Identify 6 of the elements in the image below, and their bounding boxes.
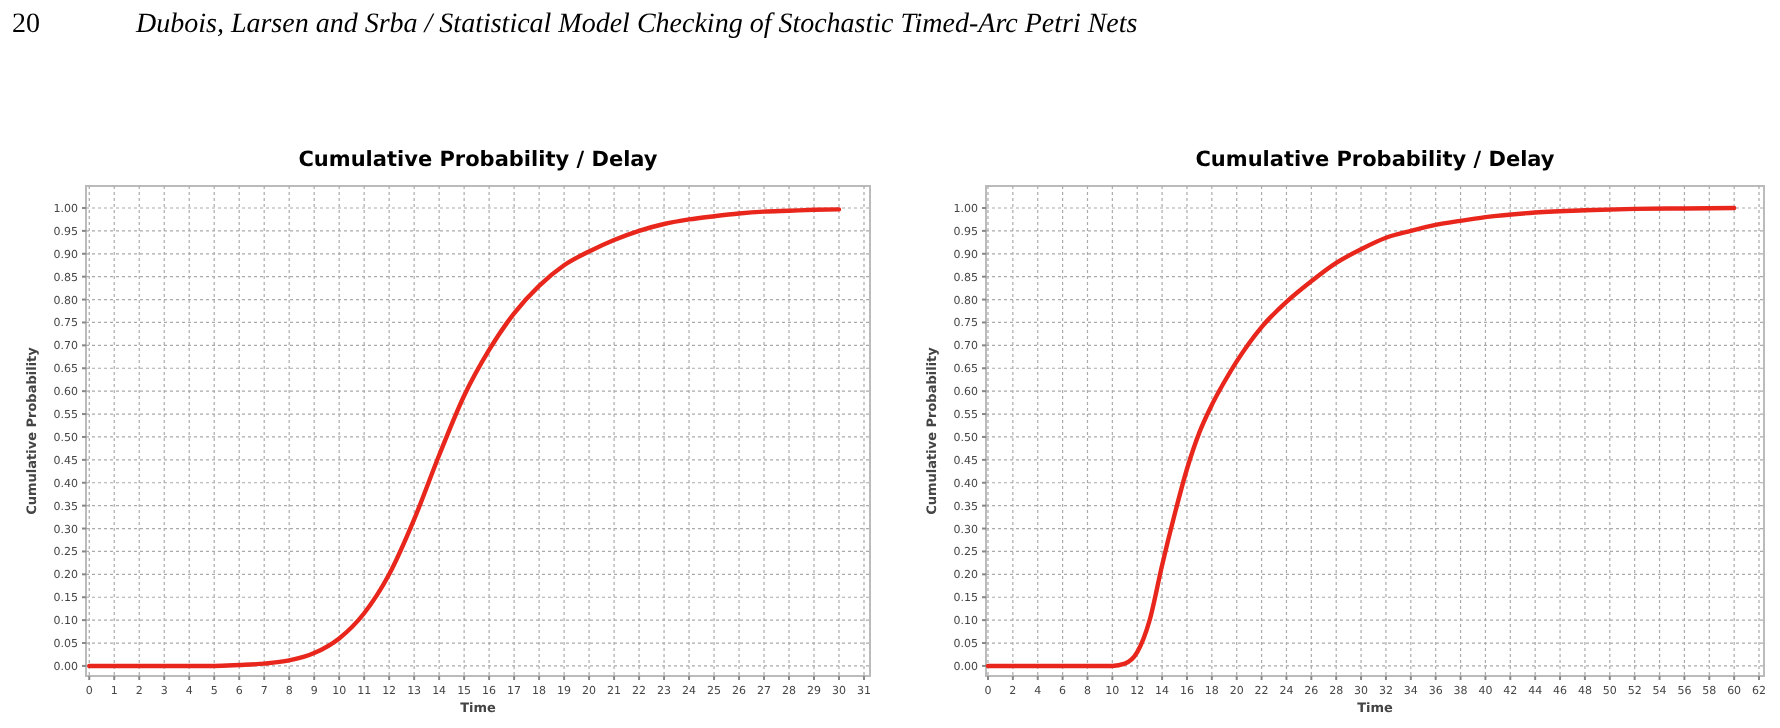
text: Dubois, Larsen and Srba / Statistical Model Checking of Stochastic Timed-Arc Petri Nets	[134, 10, 1139, 40]
chart-title: Cumulative Probability / Delay	[298, 148, 658, 172]
line-series	[985, 205, 1737, 669]
chart-title: Cumulative Probability / Delay	[1195, 148, 1555, 172]
line-series	[87, 207, 842, 669]
text: 20	[12, 10, 40, 40]
